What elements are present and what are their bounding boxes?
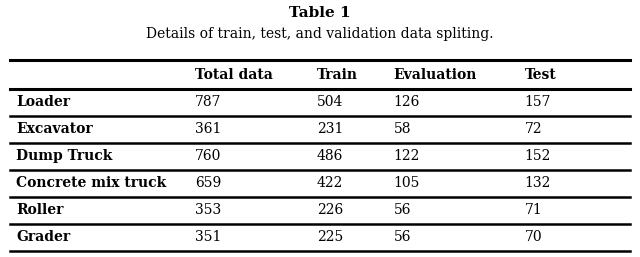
Text: Loader: Loader: [16, 95, 70, 109]
Text: Train: Train: [317, 68, 358, 82]
Text: Evaluation: Evaluation: [394, 68, 477, 82]
Text: 226: 226: [317, 203, 343, 217]
Text: 659: 659: [195, 176, 221, 190]
Text: 152: 152: [525, 149, 551, 163]
Text: 351: 351: [195, 230, 221, 244]
Text: Dump Truck: Dump Truck: [16, 149, 113, 163]
Text: 422: 422: [317, 176, 343, 190]
Text: Roller: Roller: [16, 203, 63, 217]
Text: 787: 787: [195, 95, 221, 109]
Text: 353: 353: [195, 203, 221, 217]
Text: 132: 132: [525, 176, 551, 190]
Text: 71: 71: [525, 203, 543, 217]
Text: Excavator: Excavator: [16, 122, 93, 136]
Text: 126: 126: [394, 95, 420, 109]
Text: Concrete mix truck: Concrete mix truck: [16, 176, 166, 190]
Text: 361: 361: [195, 122, 221, 136]
Text: 504: 504: [317, 95, 343, 109]
Text: 225: 225: [317, 230, 343, 244]
Text: 105: 105: [394, 176, 420, 190]
Text: 486: 486: [317, 149, 343, 163]
Text: 231: 231: [317, 122, 343, 136]
Text: 760: 760: [195, 149, 221, 163]
Text: 157: 157: [525, 95, 551, 109]
Text: 56: 56: [394, 230, 411, 244]
Text: 70: 70: [525, 230, 543, 244]
Text: 56: 56: [394, 203, 411, 217]
Text: 122: 122: [394, 149, 420, 163]
Text: Total data: Total data: [195, 68, 273, 82]
Text: 72: 72: [525, 122, 543, 136]
Text: 58: 58: [394, 122, 411, 136]
Text: Table 1: Table 1: [289, 6, 351, 20]
Text: Test: Test: [525, 68, 557, 82]
Text: Grader: Grader: [16, 230, 70, 244]
Text: Details of train, test, and validation data spliting.: Details of train, test, and validation d…: [147, 27, 493, 41]
